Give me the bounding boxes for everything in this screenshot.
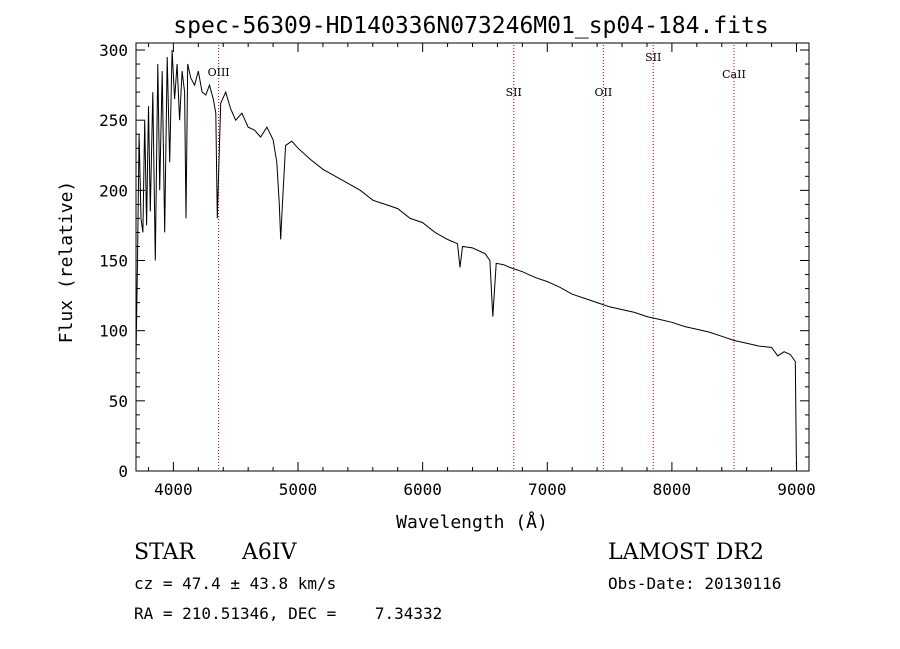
line-marker-label: OII	[595, 86, 613, 99]
line-marker-label: SII	[645, 51, 661, 64]
chart-title: spec-56309-HD140336N073246M01_sp04-184.f…	[173, 13, 768, 39]
x-tick-label: 9000	[777, 480, 816, 499]
y-axis-label: Flux (relative)	[56, 181, 77, 344]
y-tick-label: 50	[109, 392, 128, 411]
object-class: STAR	[134, 540, 196, 565]
y-tick-label: 200	[99, 181, 128, 200]
x-tick-label: 7000	[528, 480, 567, 499]
survey-name: LAMOST DR2	[608, 540, 764, 565]
axis-ticks	[136, 43, 809, 472]
line-marker-label: OIII	[208, 66, 230, 79]
obs-date: Obs-Date: 20130116	[608, 574, 781, 593]
axis-tick-labels: 4000 5000 6000 7000 8000 9000 0 50 100 150 200 250 3…	[99, 41, 816, 499]
spectrum-line	[135, 49, 797, 472]
x-tick-label: 6000	[403, 480, 442, 499]
y-tick-label: 150	[99, 252, 128, 271]
spectral-line-markers: OIII SII OII SII CaII	[208, 45, 746, 471]
y-tick-label: 0	[118, 462, 128, 481]
x-tick-label: 4000	[154, 480, 193, 499]
y-tick-label: 250	[99, 111, 128, 130]
x-tick-label: 5000	[279, 480, 318, 499]
x-tick-label: 8000	[653, 480, 692, 499]
x-axis-label: Wavelength (Å)	[396, 511, 548, 533]
cz-value: cz = 47.4 ± 43.8 km/s	[134, 574, 336, 593]
line-marker-label: CaII	[722, 68, 746, 81]
ra-dec: RA = 210.51346, DEC = 7.34332	[134, 604, 442, 623]
line-marker-label: SII	[506, 86, 522, 99]
y-tick-label: 100	[99, 322, 128, 341]
plot-frame	[135, 42, 810, 472]
y-tick-label: 300	[99, 41, 128, 60]
object-subclass: A6IV	[241, 540, 298, 565]
